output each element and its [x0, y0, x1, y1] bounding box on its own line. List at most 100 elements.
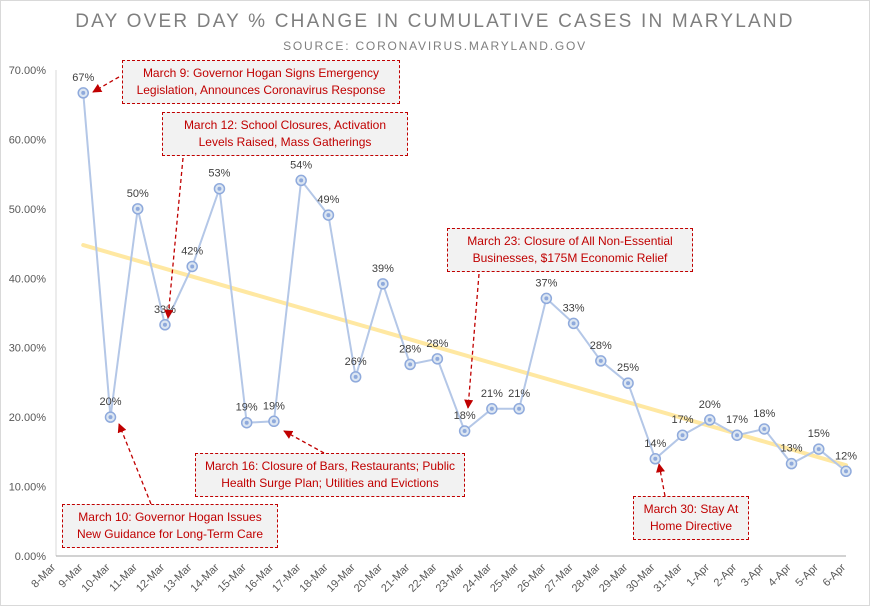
x-tick-label: 29-Mar — [597, 561, 630, 594]
data-point-center — [598, 358, 603, 363]
data-point-center — [299, 178, 304, 183]
data-point-center — [789, 461, 794, 466]
data-point-center — [408, 362, 413, 367]
data-label: 28% — [590, 340, 612, 352]
data-label: 25% — [617, 362, 639, 374]
data-label: 33% — [154, 304, 176, 316]
data-label: 37% — [535, 277, 557, 289]
y-tick-label: 50.00% — [9, 204, 47, 216]
data-point-center — [271, 419, 276, 424]
data-label: 50% — [127, 188, 149, 200]
data-point-center — [653, 456, 658, 461]
data-point-center — [844, 469, 848, 474]
data-label: 12% — [835, 450, 857, 462]
x-tick-label: 19-Mar — [325, 561, 358, 594]
x-tick-label: 13-Mar — [161, 561, 194, 594]
data-label: 17% — [672, 414, 694, 426]
x-tick-label: 22-Mar — [406, 561, 439, 594]
data-label: 28% — [399, 343, 421, 355]
data-point-center — [353, 374, 358, 379]
data-point-center — [762, 426, 767, 431]
data-label: 67% — [72, 72, 94, 84]
data-point-center — [544, 296, 549, 301]
x-tick-label: 23-Mar — [434, 561, 467, 594]
callout-march-16: March 16: Closure of Bars, Restaurants; … — [195, 453, 465, 497]
y-tick-label: 60.00% — [9, 134, 47, 146]
data-label: 20% — [699, 399, 721, 411]
data-point-center — [190, 264, 195, 269]
y-tick-label: 20.00% — [9, 412, 47, 424]
x-tick-label: 31-Mar — [652, 561, 685, 594]
data-label: 54% — [290, 159, 312, 171]
data-point-center — [626, 381, 631, 386]
x-tick-label: 20-Mar — [352, 561, 385, 594]
callout-march-9: March 9: Governor Hogan Signs Emergency … — [122, 60, 400, 104]
data-point-center — [816, 447, 821, 452]
x-tick-label: 15-Mar — [216, 561, 249, 594]
data-point-center — [680, 433, 685, 438]
arrow-march-9 — [92, 76, 120, 93]
data-point-center — [380, 281, 385, 286]
y-tick-label: 40.00% — [9, 273, 47, 285]
data-label: 19% — [263, 400, 285, 412]
data-point-center — [162, 322, 167, 327]
data-point-center — [462, 429, 467, 434]
arrow-march-23 — [464, 273, 480, 409]
x-tick-label: 5-Apr — [793, 561, 821, 589]
x-tick-label: 11-Mar — [107, 561, 140, 594]
data-label: 42% — [181, 245, 203, 257]
data-label: 14% — [644, 438, 666, 450]
data-point-center — [735, 433, 740, 438]
arrow-march-16 — [283, 430, 325, 454]
data-point-center — [435, 356, 440, 361]
x-tick-label: 10-Mar — [79, 561, 112, 594]
data-label: 17% — [726, 414, 748, 426]
x-tick-label: 18-Mar — [297, 561, 330, 594]
x-tick-label: 2-Apr — [712, 561, 740, 589]
data-point-center — [81, 90, 86, 95]
x-tick-label: 28-Mar — [570, 561, 603, 594]
x-tick-label: 26-Mar — [515, 561, 548, 594]
x-tick-label: 17-Mar — [270, 561, 303, 594]
x-tick-label: 8-Mar — [29, 561, 58, 590]
y-tick-label: 70.00% — [9, 65, 47, 77]
data-label: 15% — [808, 428, 830, 440]
arrow-march-12 — [164, 157, 184, 319]
y-tick-label: 10.00% — [9, 482, 47, 494]
callout-march-10: March 10: Governor Hogan Issues New Guid… — [62, 504, 278, 548]
callout-march-12: March 12: School Closures, Activation Le… — [162, 112, 408, 156]
arrow-march-30 — [656, 463, 666, 497]
arrow-march-10 — [117, 423, 152, 505]
data-label: 21% — [508, 388, 530, 400]
data-label: 20% — [99, 396, 121, 408]
data-label: 28% — [426, 338, 448, 350]
x-tick-label: 27-Mar — [543, 561, 576, 594]
data-point-center — [217, 186, 222, 191]
data-label: 49% — [317, 194, 339, 206]
y-tick-label: 30.00% — [9, 343, 47, 355]
data-label: 33% — [563, 302, 585, 314]
chart-title: DAY OVER DAY % CHANGE IN CUMULATIVE CASE… — [75, 11, 795, 32]
data-label: 19% — [236, 402, 258, 414]
data-point-center — [244, 420, 249, 425]
x-tick-label: 16-Mar — [243, 561, 276, 594]
x-tick-label: 4-Apr — [766, 561, 794, 589]
x-tick-label: 6-Apr — [821, 561, 849, 589]
x-tick-label: 25-Mar — [488, 561, 521, 594]
x-tick-label: 21-Mar — [379, 561, 412, 594]
x-tick-label: 24-Mar — [461, 561, 494, 594]
data-point-center — [135, 206, 140, 211]
x-tick-label: 12-Mar — [134, 561, 167, 594]
x-tick-label: 30-Mar — [624, 561, 657, 594]
x-tick-label: 1-Apr — [684, 561, 712, 589]
data-point-center — [517, 406, 522, 411]
callout-march-23: March 23: Closure of All Non-Essential B… — [447, 228, 693, 272]
data-label: 13% — [781, 443, 803, 455]
data-label: 18% — [454, 410, 476, 422]
data-point-center — [571, 321, 576, 326]
y-tick-label: 0.00% — [15, 551, 46, 563]
data-point-center — [326, 213, 331, 218]
data-point-center — [707, 417, 712, 422]
